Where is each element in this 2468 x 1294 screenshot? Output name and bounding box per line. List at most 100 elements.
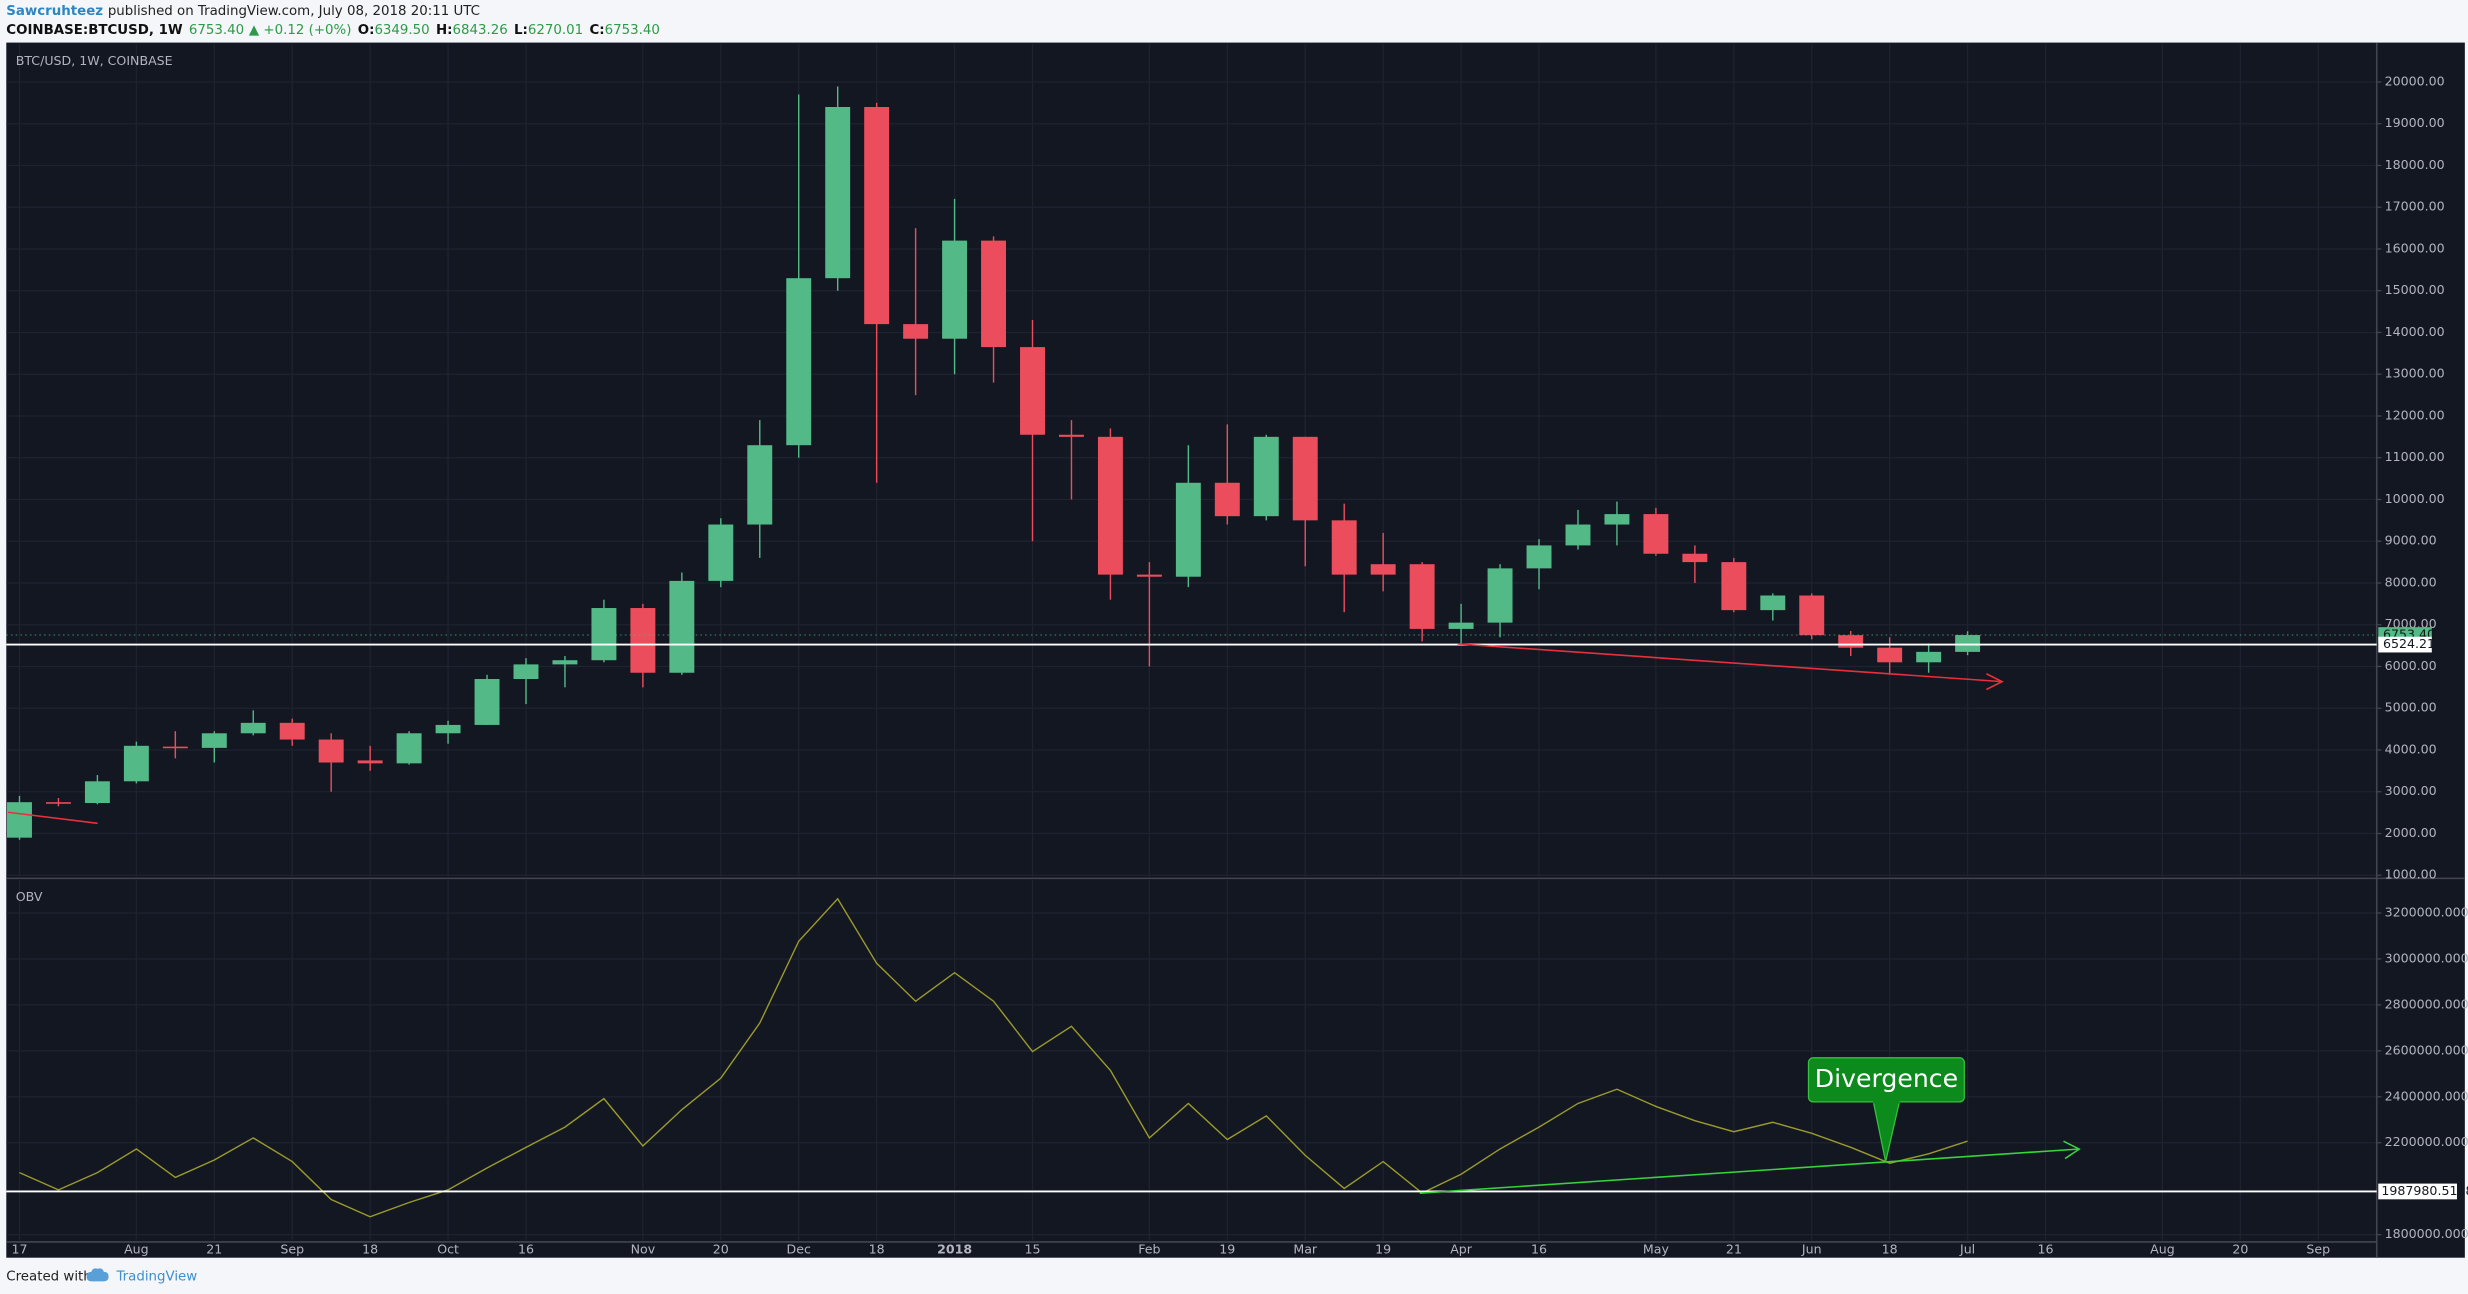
candle-body [552,660,578,665]
y-tick-label: 3200000.0000 [2385,904,2468,919]
y-tick-label: 16000.00 [2385,240,2445,255]
candle-body [864,107,890,325]
author[interactable]: Sawcruhteez [6,4,103,19]
x-tick-label: Nov [631,1241,656,1256]
symbol-line: COINBASE:BTCUSD, 1W 6753.40 ▲ +0.12 (+0%) O… [6,23,660,38]
x-tick-label: Aug [2150,1241,2175,1256]
x-tick-label: 19 [1375,1241,1391,1256]
candle-body [1058,434,1084,437]
candle-body [708,524,734,581]
ohlc-value: 6270.01 [528,23,583,38]
x-tick-label: Oct [437,1241,459,1256]
x-tick-label: Sep [280,1241,304,1256]
ohlc-key: O: [358,23,375,38]
x-tick-label: 16 [518,1241,534,1256]
candle-body [1448,622,1474,629]
ohlc-key: L: [514,23,528,38]
trend-line [1457,643,2003,683]
y-tick-label: 2000.00 [2385,825,2437,840]
axes: 17 Aug 21 Sep 18 Oct 16 Nov 20 Dec 18 2018 15 Feb 19 Ma… [11,73,2468,1256]
x-tick-label: 17 [11,1241,27,1256]
candle-body [1955,635,1981,652]
x-tick-label: 18 [1882,1241,1898,1256]
y-tick-label: 8000.00 [2385,574,2437,589]
logo[interactable]: TradingView [86,1268,198,1285]
price-line-label: 6524.21 [2383,636,2435,651]
publish-line: Sawcruhteez published on TradingView.com,… [6,4,480,19]
pane-title: OBV [16,889,43,904]
candle-body [1799,595,1825,636]
candle-body [747,445,773,525]
candle-body [1565,524,1591,546]
y-tick-label: 2600000.0000 [2385,1042,2468,1057]
candle-body [1760,595,1786,611]
price-line-box [2378,636,2432,653]
y-tick-label: 3000000.0000 [2385,950,2468,965]
candle-body [825,107,851,279]
candle-body [357,760,383,764]
candle-body [1526,545,1552,569]
grid [6,44,2377,1241]
x-tick-label: 19 [1219,1241,1235,1256]
x-tick-label: Dec [787,1241,811,1256]
x-tick-label: 20 [713,1241,729,1256]
candle-body [162,746,188,749]
ohlc-key: C: [589,23,604,38]
candle-body [1136,574,1162,577]
y-tick-label: 9000.00 [2385,533,2437,548]
y-tick-label: 1800000.0000 [2385,1226,2468,1241]
last: 6753.40 [189,23,244,38]
drawings: Divergence [7,643,2081,1194]
candle-body [1877,647,1903,663]
callout-text: Divergence [1815,1064,1958,1093]
brand[interactable]: TradingView [115,1270,197,1285]
x-tick-label: 21 [1726,1241,1742,1256]
published: published on TradingView.com, July 08, 2… [108,4,480,19]
chart-area [6,42,2465,1258]
trend-line [7,811,98,825]
candle-body [1253,436,1279,517]
x-tick-label: Jun [1801,1241,1822,1256]
candle-body [1721,562,1747,611]
change: ▲ +0.12 (+0%) [249,23,352,38]
candle-body [1175,482,1201,577]
arrow-head [2063,1140,2081,1160]
candle-body [435,724,461,734]
y-tick-label: 6000.00 [2385,658,2437,673]
y-tick-label: 20000.00 [2385,73,2445,88]
candle-body [1682,553,1708,563]
footer-text: Created with [6,1270,91,1285]
pane-title: BTC/USD, 1W, COINBASE [16,53,173,68]
candle-body [1370,564,1396,575]
candle-body [981,240,1007,348]
trend-line [1419,1148,2078,1194]
candle-body [123,745,149,782]
candle-body [1020,347,1045,435]
candle-body [1643,514,1669,554]
ohlc-key: H: [436,23,453,38]
x-tick-label: Feb [1138,1241,1160,1256]
candle-body [396,733,422,764]
arrow-head [1986,673,2004,691]
x-tick-label: 18 [362,1241,378,1256]
y-tick-label: 18000.00 [2385,157,2445,172]
candle-body [1604,514,1630,525]
x-tick-label: Jul [1959,1241,1975,1256]
y-tick-label: 19000.00 [2385,115,2445,130]
level-label: 1987980.5138 [2381,1183,2468,1198]
y-tick-label: 10000.00 [2385,491,2445,506]
y-tick-label: 14000.00 [2385,324,2445,339]
ohlc-value: 6843.26 [453,23,508,38]
x-tick-label: Mar [1293,1241,1318,1256]
x-tick-label: May [1643,1241,1670,1256]
candle-body [630,608,656,673]
y-tick-label: 1000.00 [2385,867,2437,882]
candle-body [474,679,500,725]
candle-body [903,324,929,339]
y-tick-label: 5000.00 [2385,700,2437,715]
candle-body [591,608,617,661]
candle-body [1409,564,1435,629]
x-tick-label: 16 [1531,1241,1547,1256]
